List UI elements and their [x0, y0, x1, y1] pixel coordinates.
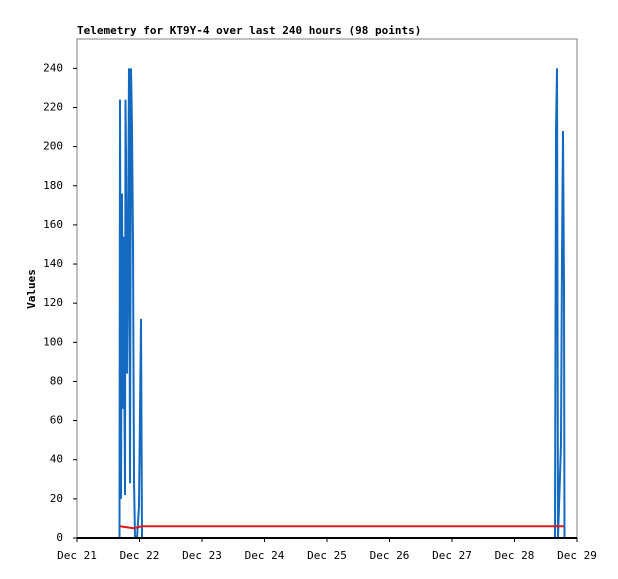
x-tick-label: Dec 22: [120, 549, 160, 562]
x-tick-label: Dec 23: [182, 549, 222, 562]
y-axis-label: Values: [25, 269, 38, 309]
y-tick-label: 100: [43, 335, 63, 348]
x-tick-label: Dec 26: [370, 549, 410, 562]
y-tick-label: 200: [43, 140, 63, 153]
x-tick-label: Dec 28: [495, 549, 535, 562]
y-tick-label: 240: [43, 61, 63, 74]
y-tick-label: 120: [43, 296, 63, 309]
y-tick-label: 40: [50, 453, 63, 466]
x-tick-label: Dec 29: [557, 549, 597, 562]
chart-title: Telemetry for KT9Y-4 over last 240 hours…: [77, 24, 421, 37]
x-tick-label: Dec 24: [245, 549, 285, 562]
y-tick-label: 60: [50, 414, 63, 427]
series-line: [118, 68, 566, 539]
y-tick-label: 220: [43, 100, 63, 113]
y-tick-label: 0: [56, 531, 63, 544]
y-tick-label: 140: [43, 257, 63, 270]
x-tick-label: Dec 25: [307, 549, 347, 562]
y-tick-label: 160: [43, 218, 63, 231]
y-tick-label: 20: [50, 492, 63, 505]
series-line: [119, 525, 564, 530]
x-tick-label: Dec 21: [57, 549, 97, 562]
y-tick-label: 80: [50, 374, 63, 387]
x-tick-label: Dec 27: [432, 549, 472, 562]
y-tick-label: 180: [43, 179, 63, 192]
